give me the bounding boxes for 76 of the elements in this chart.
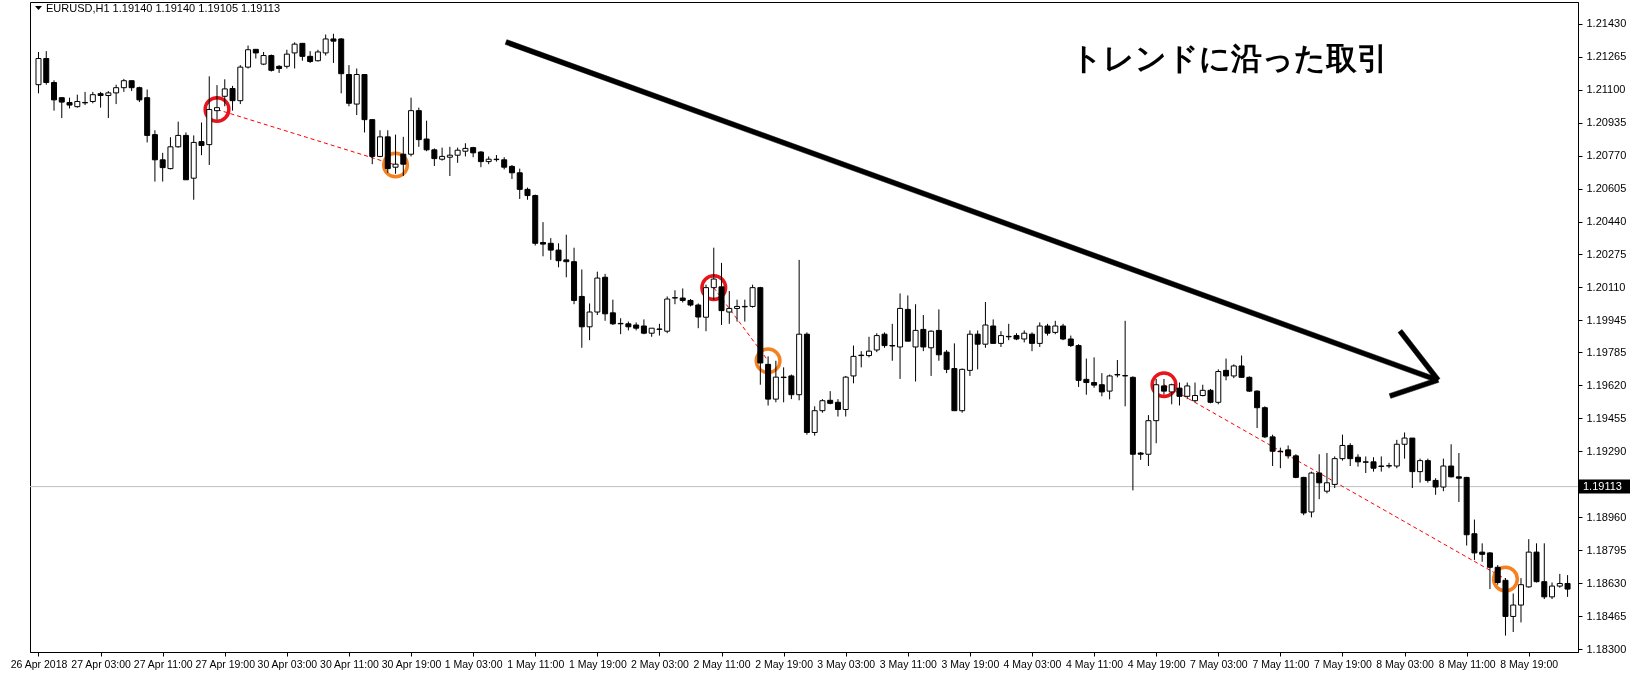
chart-title: EURUSD,H1 1.19140 1.19140 1.19105 1.19113 xyxy=(46,2,281,14)
candlestick xyxy=(1323,452,1330,494)
candlestick xyxy=(1091,356,1098,389)
candlestick xyxy=(1518,577,1524,623)
candlestick xyxy=(1029,331,1035,352)
candlestick xyxy=(1254,389,1261,429)
y-tick-label: 1.20440 xyxy=(1586,215,1627,228)
y-tick-label: 1.21100 xyxy=(1586,83,1626,96)
x-tick-label: 27 Apr 03:00 xyxy=(71,657,132,670)
x-tick-label: 2 May 19:00 xyxy=(755,657,814,670)
x-tick-label: 27 Apr 19:00 xyxy=(195,657,256,670)
candlestick xyxy=(214,84,221,121)
y-tick-label: 1.18300 xyxy=(1586,642,1627,655)
candlestick xyxy=(1223,358,1230,381)
annotation: トレンドに沿った取引 xyxy=(1070,41,1388,76)
x-tick-label: 8 May 03:00 xyxy=(1376,657,1435,670)
x-tick-label: 4 May 19:00 xyxy=(1127,657,1186,670)
x-tick-label: 30 Apr 19:00 xyxy=(381,657,442,670)
candlestick xyxy=(245,45,252,70)
y-tick-label: 1.20770 xyxy=(1586,149,1627,162)
x-tick-label: 2 May 03:00 xyxy=(631,657,689,670)
x-tick-label: 3 May 11:00 xyxy=(879,657,937,670)
ref-line-label: 1.19113 xyxy=(1583,479,1622,492)
x-tick-label: 27 Apr 11:00 xyxy=(133,657,193,670)
y-tick-label: 1.21430 xyxy=(1586,17,1627,30)
y-tick-label: 1.19455 xyxy=(1586,411,1627,424)
candlestick xyxy=(508,164,515,180)
candlestick xyxy=(377,129,384,158)
candlestick xyxy=(866,336,873,358)
x-tick-label: 1 May 19:00 xyxy=(568,657,627,670)
candlestick xyxy=(1486,551,1493,590)
candlestick xyxy=(439,147,446,162)
candlestick xyxy=(540,221,547,257)
candlestick xyxy=(276,64,283,74)
x-tick-label: 26 Apr 2018 xyxy=(10,657,68,670)
candlestick xyxy=(1355,453,1361,468)
candlestick xyxy=(1455,452,1462,503)
y-tick-label: 1.20110 xyxy=(1586,280,1626,293)
candlestick xyxy=(1192,382,1198,403)
x-tick-label: 1 May 03:00 xyxy=(444,657,503,670)
x-tick-label: 30 Apr 03:00 xyxy=(257,657,318,670)
x-tick-label: 30 Apr 11:00 xyxy=(320,657,379,670)
x-tick-label: 3 May 03:00 xyxy=(817,657,876,670)
candlestick xyxy=(82,91,89,106)
candlestick xyxy=(1160,378,1167,396)
x-tick-label: 1 May 11:00 xyxy=(507,657,565,670)
y-tick-label: 1.20275 xyxy=(1586,247,1627,260)
y-tick-label: 1.20935 xyxy=(1586,116,1627,129)
x-tick-label: 7 May 11:00 xyxy=(1252,657,1310,670)
candlestick xyxy=(834,398,841,417)
candlestick xyxy=(671,289,678,305)
y-tick-label: 1.19290 xyxy=(1586,444,1627,457)
candlestick xyxy=(1417,458,1424,484)
x-tick-label: 8 May 19:00 xyxy=(1500,657,1559,670)
point xyxy=(1491,565,1520,593)
y-tick-label: 1.21265 xyxy=(1586,50,1627,63)
x-tick-label: 2 May 11:00 xyxy=(693,657,751,670)
y-tick-label: 1.19620 xyxy=(1586,378,1627,391)
x-tick-label: 4 May 11:00 xyxy=(1066,657,1124,670)
x-tick-label: 7 May 03:00 xyxy=(1189,657,1248,670)
candlestick xyxy=(113,84,120,105)
candlestick xyxy=(51,79,58,112)
x-tick-label: 4 May 03:00 xyxy=(1003,657,1062,670)
x-tick-label: 8 May 11:00 xyxy=(1438,657,1496,670)
y-tick-label: 1.19785 xyxy=(1586,345,1627,358)
y-tick-label: 1.18960 xyxy=(1586,510,1627,523)
y-tick-label: 1.19945 xyxy=(1586,313,1627,326)
y-tick-label: 1.18630 xyxy=(1586,576,1627,589)
y-tick-label: 1.18465 xyxy=(1586,609,1627,622)
candlestick xyxy=(928,329,935,377)
candlestick xyxy=(734,299,741,323)
x-tick-label: 3 May 19:00 xyxy=(941,657,1000,670)
y-tick-label: 1.18795 xyxy=(1586,543,1627,556)
x-tick-label: 7 May 19:00 xyxy=(1314,657,1373,670)
candlestick xyxy=(1386,462,1393,469)
y-tick-label: 1.20605 xyxy=(1586,182,1627,195)
